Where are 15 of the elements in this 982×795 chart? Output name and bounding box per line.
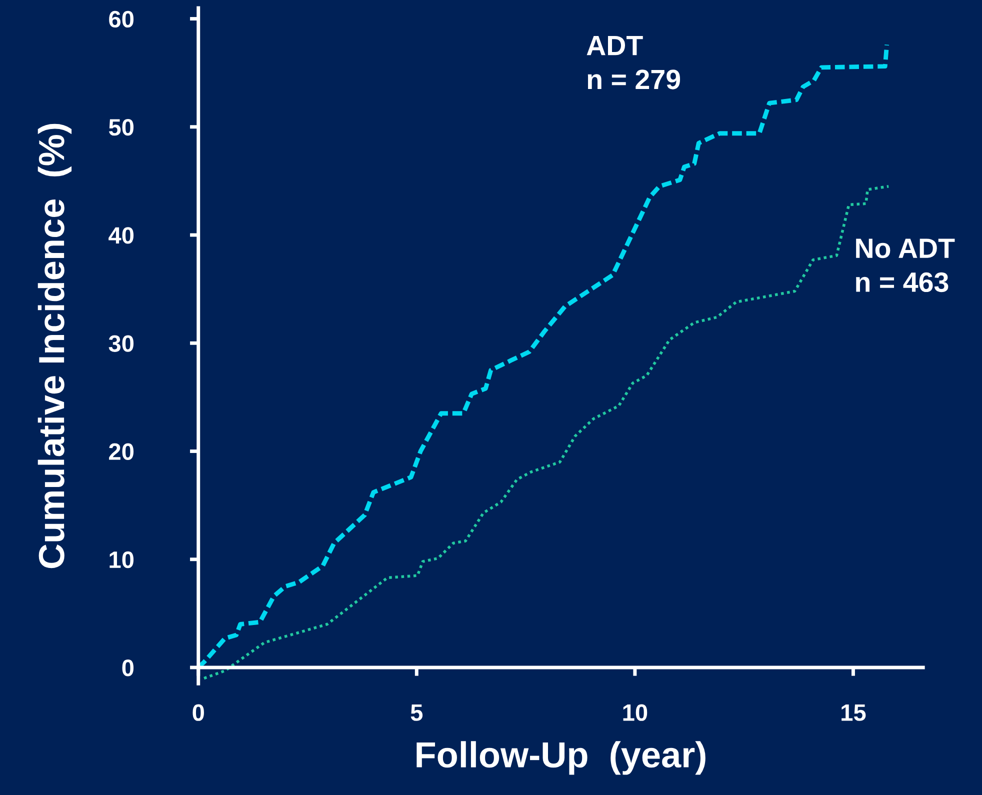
annotation: No ADT n = 463 (856, 238, 955, 292)
x-tick-label: 0 (192, 704, 204, 721)
y-tick-label: 0 (122, 660, 134, 676)
y-axis-title: Cumulative Incidence (%) (38, 124, 72, 568)
y-tick-label: 10 (110, 551, 134, 568)
y-tick-label: 40 (108, 227, 134, 244)
annotation: ADT n = 279 (586, 36, 680, 90)
x-tick-label: 15 (842, 704, 866, 721)
x-tick-label: 5 (410, 704, 423, 721)
y-tick-label: 20 (109, 443, 134, 460)
y-tick-label: 30 (108, 335, 134, 352)
x-axis-title: Follow-Up (year) (416, 741, 706, 775)
x-tick-label: 10 (623, 704, 648, 721)
y-tick-label: 50 (108, 118, 134, 136)
y-tick-label: 60 (109, 10, 134, 28)
